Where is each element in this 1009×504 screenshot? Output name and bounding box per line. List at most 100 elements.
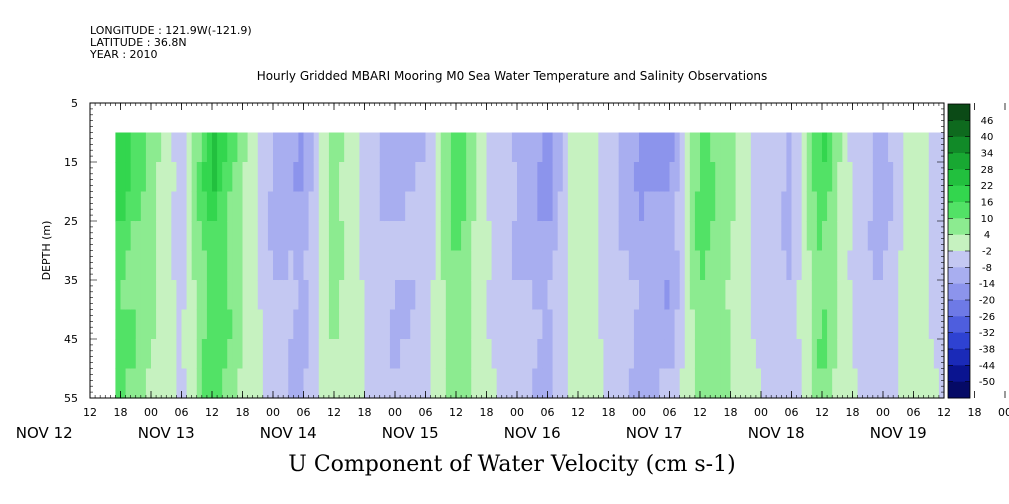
heatmap-cell xyxy=(908,132,915,163)
heatmap-cell xyxy=(415,250,422,281)
heatmap-cell xyxy=(898,191,904,222)
heatmap-cell xyxy=(583,191,589,222)
heatmap-cell xyxy=(628,280,635,311)
heatmap-cell xyxy=(354,368,361,399)
heatmap-cell xyxy=(206,221,213,252)
heatmap-cell xyxy=(191,339,198,370)
heatmap-cell xyxy=(430,339,437,370)
heatmap-cell xyxy=(908,339,915,370)
heatmap-cell xyxy=(522,368,528,399)
heatmap-cell xyxy=(877,280,884,311)
heatmap-cell xyxy=(471,132,477,163)
heatmap-cell xyxy=(354,250,361,281)
heatmap-cell xyxy=(801,280,808,311)
heatmap-cell xyxy=(532,191,538,222)
heatmap-cell xyxy=(867,280,874,311)
heatmap-cell xyxy=(730,250,737,281)
heatmap-cell xyxy=(578,191,584,222)
heatmap-cell xyxy=(354,309,361,340)
heatmap-cell xyxy=(252,191,259,222)
heatmap-cell xyxy=(252,368,259,399)
heatmap-cell xyxy=(908,162,915,193)
heatmap-cell xyxy=(603,280,610,311)
heatmap-cell xyxy=(415,221,422,252)
heatmap-cell xyxy=(694,132,701,163)
heatmap-cell xyxy=(344,132,350,163)
heatmap-cell xyxy=(664,280,671,311)
heatmap-cell xyxy=(633,280,640,311)
heatmap-cell xyxy=(384,250,391,281)
x-date-label: NOV 12 xyxy=(16,424,73,442)
heatmap-cell xyxy=(400,368,406,399)
x-tick-label: 06 xyxy=(541,406,555,419)
heatmap-cell xyxy=(908,191,915,222)
heatmap-cell xyxy=(166,280,172,311)
heatmap-cell xyxy=(593,280,599,311)
heatmap-cell xyxy=(613,250,620,281)
heatmap-cell xyxy=(928,132,935,163)
heatmap-cell xyxy=(689,280,696,311)
heatmap-cell xyxy=(186,250,193,281)
heatmap-cell xyxy=(501,309,508,340)
heatmap-cell xyxy=(623,339,630,370)
heatmap-cell xyxy=(852,162,859,193)
heatmap-cell xyxy=(903,250,910,281)
heatmap-cell xyxy=(506,221,513,252)
heatmap-cell xyxy=(705,250,711,281)
heatmap-cell xyxy=(278,221,284,252)
heatmap-cell xyxy=(425,132,432,163)
heatmap-cell xyxy=(247,339,254,370)
heatmap-cell xyxy=(298,132,305,163)
heatmap-cell xyxy=(755,280,762,311)
heatmap-cell xyxy=(334,368,340,399)
heatmap-cell xyxy=(410,221,416,252)
heatmap-cell xyxy=(384,309,391,340)
heatmap-cell xyxy=(761,221,767,252)
heatmap-cell xyxy=(273,309,279,340)
heatmap-cell xyxy=(618,280,625,311)
heatmap-cell xyxy=(527,132,533,163)
longitude-label: LONGITUDE : 121.9W(-121.9) xyxy=(90,24,252,37)
heatmap-cell xyxy=(201,309,208,340)
heatmap-cell xyxy=(212,162,218,193)
heatmap-cell xyxy=(420,250,427,281)
heatmap-cell xyxy=(476,309,483,340)
heatmap-cell xyxy=(684,132,691,163)
heatmap-cell xyxy=(461,368,467,399)
heatmap-cell xyxy=(201,221,208,252)
heatmap-cell xyxy=(694,221,701,252)
heatmap-cell xyxy=(796,132,803,163)
heatmap-cell xyxy=(481,250,488,281)
heatmap-cell xyxy=(181,250,188,281)
x-tick-label: 00 xyxy=(998,406,1009,419)
heatmap-cell xyxy=(435,162,442,193)
x-tick-label: 00 xyxy=(754,406,768,419)
heatmap-cell xyxy=(715,250,721,281)
heatmap-cell xyxy=(806,280,813,311)
heatmap-cell xyxy=(374,191,381,222)
heatmap-cell xyxy=(410,250,416,281)
heatmap-cell xyxy=(456,339,462,370)
heatmap-cell xyxy=(552,132,559,163)
heatmap-cell xyxy=(293,280,300,311)
heatmap-cell xyxy=(877,339,884,370)
heatmap-cell xyxy=(186,339,193,370)
heatmap-cell xyxy=(903,132,910,163)
heatmap-cell xyxy=(379,162,386,193)
heatmap-cell xyxy=(430,132,437,163)
heatmap-cell xyxy=(496,221,503,252)
heatmap-cell xyxy=(771,309,777,340)
heatmap-cell xyxy=(842,368,849,399)
heatmap-cell xyxy=(791,191,798,222)
heatmap-cell xyxy=(532,132,538,163)
heatmap-cell xyxy=(578,132,584,163)
heatmap-cell xyxy=(318,250,325,281)
heatmap-cell xyxy=(405,368,411,399)
heatmap-cell xyxy=(369,132,376,163)
heatmap-cell xyxy=(903,221,910,252)
heatmap-cell xyxy=(206,309,213,340)
heatmap-cell xyxy=(613,280,620,311)
heatmap-cell xyxy=(547,309,554,340)
heatmap-cell xyxy=(822,191,828,222)
heatmap-cell xyxy=(466,309,472,340)
